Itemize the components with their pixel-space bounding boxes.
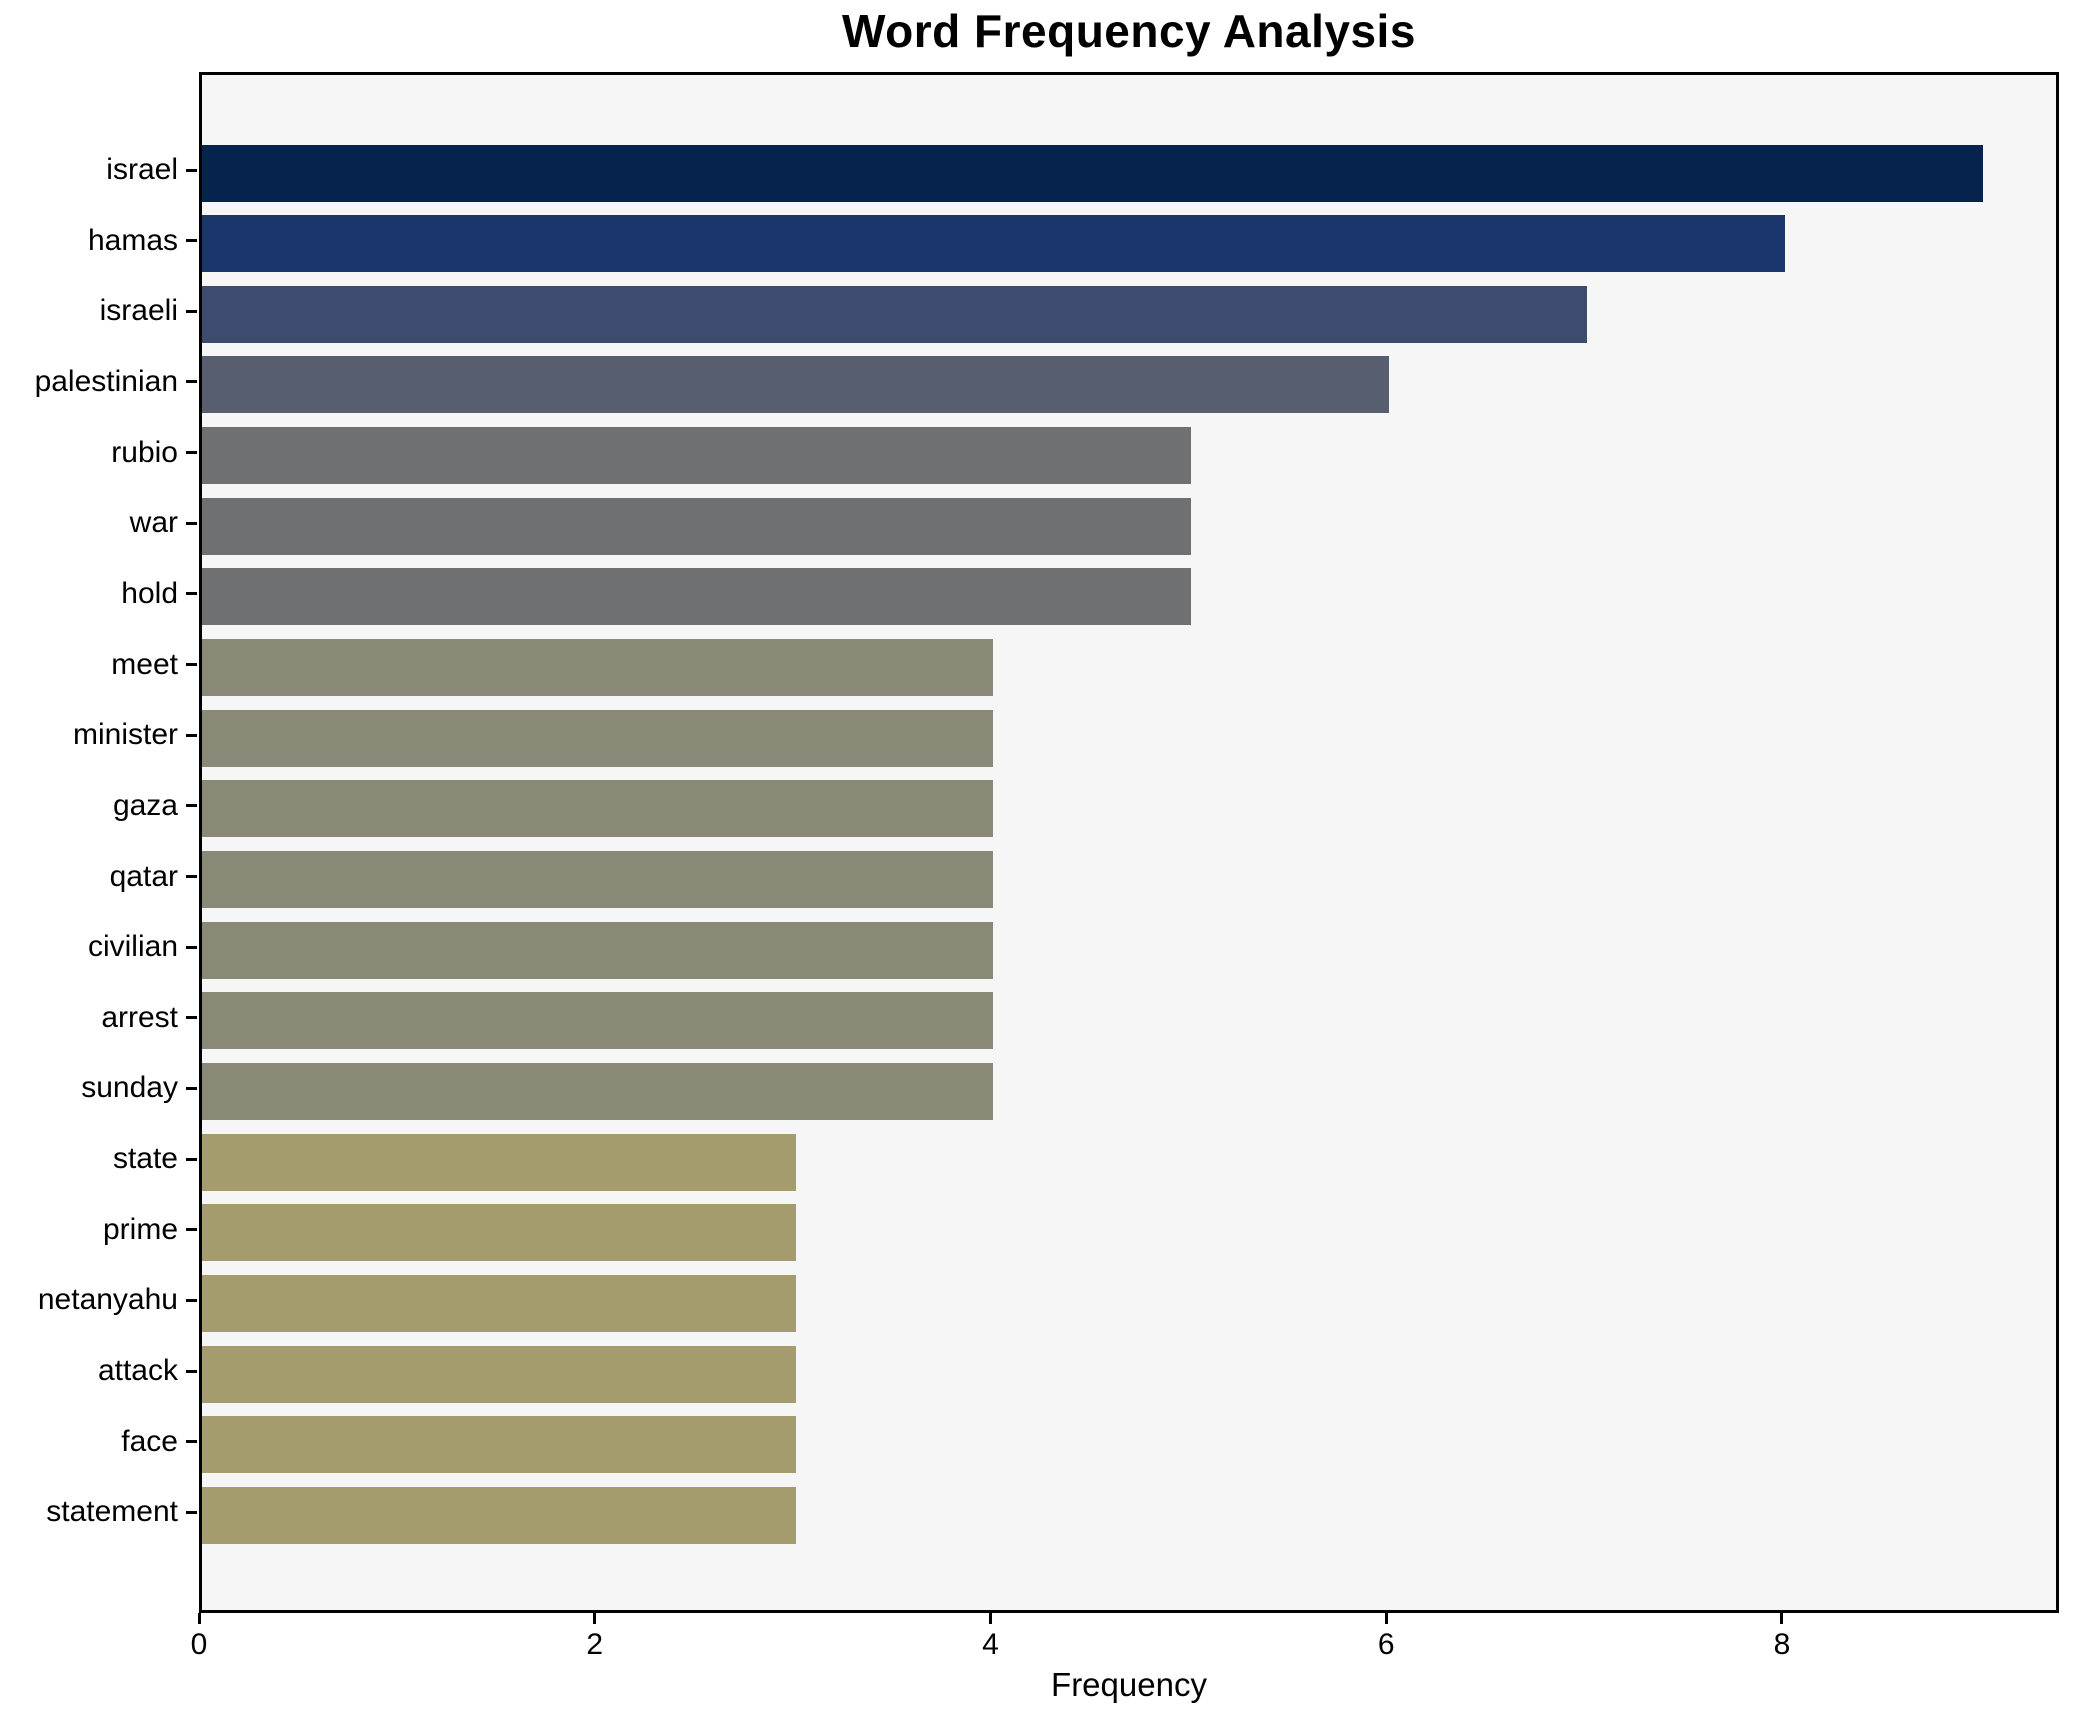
y-tick-mark xyxy=(186,168,197,172)
y-tick-label-attack: attack xyxy=(97,1354,178,1388)
bar-hamas xyxy=(202,215,1785,273)
y-tick-label-rubio: rubio xyxy=(111,435,178,469)
y-tick-mark xyxy=(186,1016,197,1020)
x-tick-label-4: 4 xyxy=(982,1628,999,1661)
x-tick-mark xyxy=(988,1613,992,1624)
y-tick-label-civilian: civilian xyxy=(87,930,178,964)
y-tick-mark xyxy=(186,945,197,949)
y-tick-label-arrest: arrest xyxy=(101,1000,178,1034)
y-tick-label-gaza: gaza xyxy=(112,788,178,822)
y-tick-label-war: war xyxy=(129,506,178,540)
y-tick-label-israel: israel xyxy=(106,153,178,186)
y-tick-mark xyxy=(186,663,197,667)
y-tick-mark xyxy=(186,875,197,878)
x-tick-mark xyxy=(1384,1613,1388,1624)
x-tick-mark xyxy=(197,1613,201,1624)
y-tick-mark xyxy=(186,521,197,525)
chart-title: Word Frequency Analysis xyxy=(842,5,1416,57)
y-tick-label-qatar: qatar xyxy=(109,859,178,893)
y-tick-mark xyxy=(186,1440,197,1444)
bar-minister xyxy=(202,709,994,767)
x-tick-label-2: 2 xyxy=(586,1628,604,1661)
y-tick-mark xyxy=(186,733,197,737)
y-tick-label-minister: minister xyxy=(72,718,178,752)
y-tick-mark xyxy=(186,1157,197,1161)
bar-war xyxy=(202,497,1192,555)
bar-state xyxy=(202,1133,796,1191)
bar-prime xyxy=(202,1204,796,1262)
x-tick-mark xyxy=(593,1613,597,1624)
x-tick-label-0: 0 xyxy=(190,1628,208,1661)
y-tick-label-state: state xyxy=(112,1142,178,1176)
y-tick-label-prime: prime xyxy=(102,1212,178,1246)
bar-rubio xyxy=(202,427,1192,485)
x-tick-label-8: 8 xyxy=(1773,1628,1791,1661)
bar-arrest xyxy=(202,992,994,1050)
y-tick-mark xyxy=(186,1298,197,1302)
y-tick-label-hamas: hamas xyxy=(87,223,178,257)
y-tick-mark xyxy=(186,309,197,313)
bar-israel xyxy=(202,144,1983,202)
y-tick-label-palestinian: palestinian xyxy=(34,364,178,398)
bar-sunday xyxy=(202,1062,994,1120)
x-tick-mark xyxy=(1780,1613,1784,1624)
bar-palestinian xyxy=(202,356,1390,414)
bar-face xyxy=(202,1416,796,1474)
bar-gaza xyxy=(202,780,994,838)
y-tick-mark xyxy=(186,592,197,596)
y-tick-label-face: face xyxy=(121,1424,178,1458)
y-tick-label-sunday: sunday xyxy=(81,1071,178,1105)
bar-meet xyxy=(202,639,994,697)
y-tick-mark xyxy=(186,1228,197,1232)
y-tick-mark xyxy=(186,1086,197,1090)
bar-attack xyxy=(202,1345,796,1403)
y-tick-mark xyxy=(186,804,197,808)
y-tick-mark xyxy=(186,451,197,455)
bar-civilian xyxy=(202,921,994,979)
x-tick-label-6: 6 xyxy=(1377,1628,1395,1661)
y-tick-label-israeli: israeli xyxy=(99,294,178,328)
bar-hold xyxy=(202,568,1192,626)
y-tick-mark xyxy=(186,380,197,384)
plot-area xyxy=(199,72,2059,1613)
y-tick-mark xyxy=(186,239,197,243)
bar-netanyahu xyxy=(202,1274,796,1332)
y-tick-label-statement: statement xyxy=(46,1495,178,1529)
bar-israeli xyxy=(202,285,1588,343)
y-tick-mark xyxy=(186,1510,197,1514)
y-tick-label-hold: hold xyxy=(121,576,178,610)
y-tick-label-meet: meet xyxy=(111,647,178,681)
y-tick-label-netanyahu: netanyahu xyxy=(37,1283,178,1317)
bar-statement xyxy=(202,1486,796,1544)
y-tick-mark xyxy=(186,1369,197,1373)
bar-qatar xyxy=(202,851,994,908)
x-axis-label: Frequency xyxy=(1051,1666,1207,1703)
